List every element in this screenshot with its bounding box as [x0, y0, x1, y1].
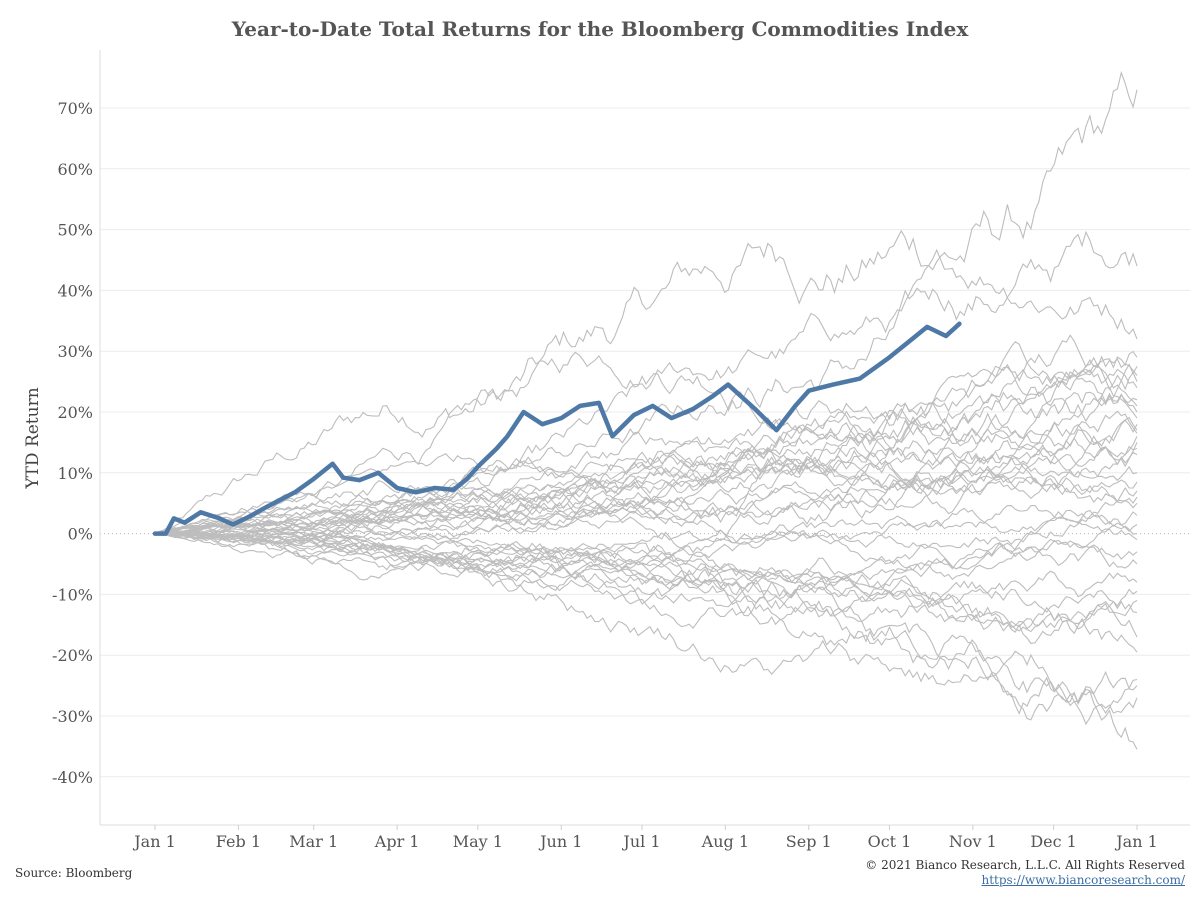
historical-series-line: [154, 517, 1138, 591]
historical-series-line: [154, 533, 1138, 721]
x-tick-label: Sep 1: [786, 832, 832, 851]
y-tick-label: 0%: [68, 525, 93, 544]
x-tick-label: Aug 1: [701, 832, 749, 851]
y-tick-label: -40%: [52, 768, 93, 787]
historical-series-line: [154, 436, 1138, 535]
historical-series-line: [154, 230, 1138, 535]
x-tick-label: Oct 1: [868, 832, 912, 851]
y-tick-label: -10%: [52, 585, 93, 604]
historical-series-line: [154, 334, 1138, 535]
historical-series-line: [154, 509, 1138, 570]
y-tick-label: 50%: [57, 221, 93, 240]
historical-series-line: [154, 533, 1138, 607]
historical-series-line: [154, 456, 1138, 537]
x-tick-label: Apr 1: [374, 832, 420, 851]
x-tick-label: Jul 1: [621, 832, 660, 851]
copyright-block: © 2021 Bianco Research, L.L.C. All Right…: [865, 858, 1185, 888]
historical-series-line: [154, 478, 1138, 535]
x-axis: Jan 1 Feb 1 Mar 1 Apr 1 May 1 Jun 1 Jul 1 Aug 1…: [100, 824, 1190, 851]
historical-series-line: [154, 445, 1138, 540]
y-tick-label: 30%: [57, 342, 93, 361]
historical-series-line: [154, 350, 1138, 535]
historical-series-line: [154, 371, 1138, 535]
y-axis-label: YTD Return: [23, 387, 43, 489]
historical-series-line: [154, 70, 1138, 535]
x-tick-label: Jun 1: [538, 832, 582, 851]
historical-series-line: [154, 435, 1138, 554]
y-axis: 70% 60% 50% 40% 30% 20% 10% 0% -10% -20% -30% -40%: [52, 50, 101, 825]
y-tick-label: 10%: [57, 464, 93, 483]
y-tick-label: -30%: [52, 707, 93, 726]
x-tick-label: Jan 1: [1114, 832, 1158, 851]
x-tick-label: Dec 1: [1030, 832, 1077, 851]
website-link[interactable]: https://www.biancoresearch.com/: [981, 873, 1185, 887]
historical-series-line: [154, 442, 1138, 535]
historical-series-line: [154, 474, 1138, 535]
historical-series-line: [154, 386, 1138, 535]
x-tick-label: Jan 1: [132, 832, 176, 851]
historical-series-line: [154, 533, 1138, 632]
y-tick-label: 70%: [57, 99, 93, 118]
historical-series-line: [154, 531, 1138, 726]
historical-series-line: [155, 496, 1138, 571]
historical-series-line: [154, 531, 1138, 653]
y-tick-label: 20%: [57, 403, 93, 422]
y-tick-label: 40%: [57, 281, 93, 300]
x-tick-label: May 1: [453, 832, 503, 851]
highlight-series-group: [152, 321, 962, 536]
x-tick-label: Feb 1: [216, 832, 261, 851]
x-tick-label: Nov 1: [949, 832, 997, 851]
source-note: Source: Bloomberg: [15, 866, 133, 880]
highlight-series-line: [152, 321, 962, 536]
chart-title: Year-to-Date Total Returns for the Bloom…: [231, 17, 970, 41]
y-tick-label: 60%: [57, 160, 93, 179]
y-tick-label: -20%: [52, 646, 93, 665]
historical-series-line: [154, 533, 1138, 638]
historical-series-line: [155, 394, 1138, 535]
historical-series-group: [154, 70, 1138, 750]
historical-series-line: [155, 452, 1138, 538]
historical-series-line: [154, 533, 1138, 715]
historical-series-line: [154, 532, 1138, 633]
x-tick-label: Mar 1: [289, 832, 338, 851]
historical-series-line: [154, 532, 1138, 750]
copyright-text: © 2021 Bianco Research, L.L.C. All Right…: [865, 858, 1185, 872]
